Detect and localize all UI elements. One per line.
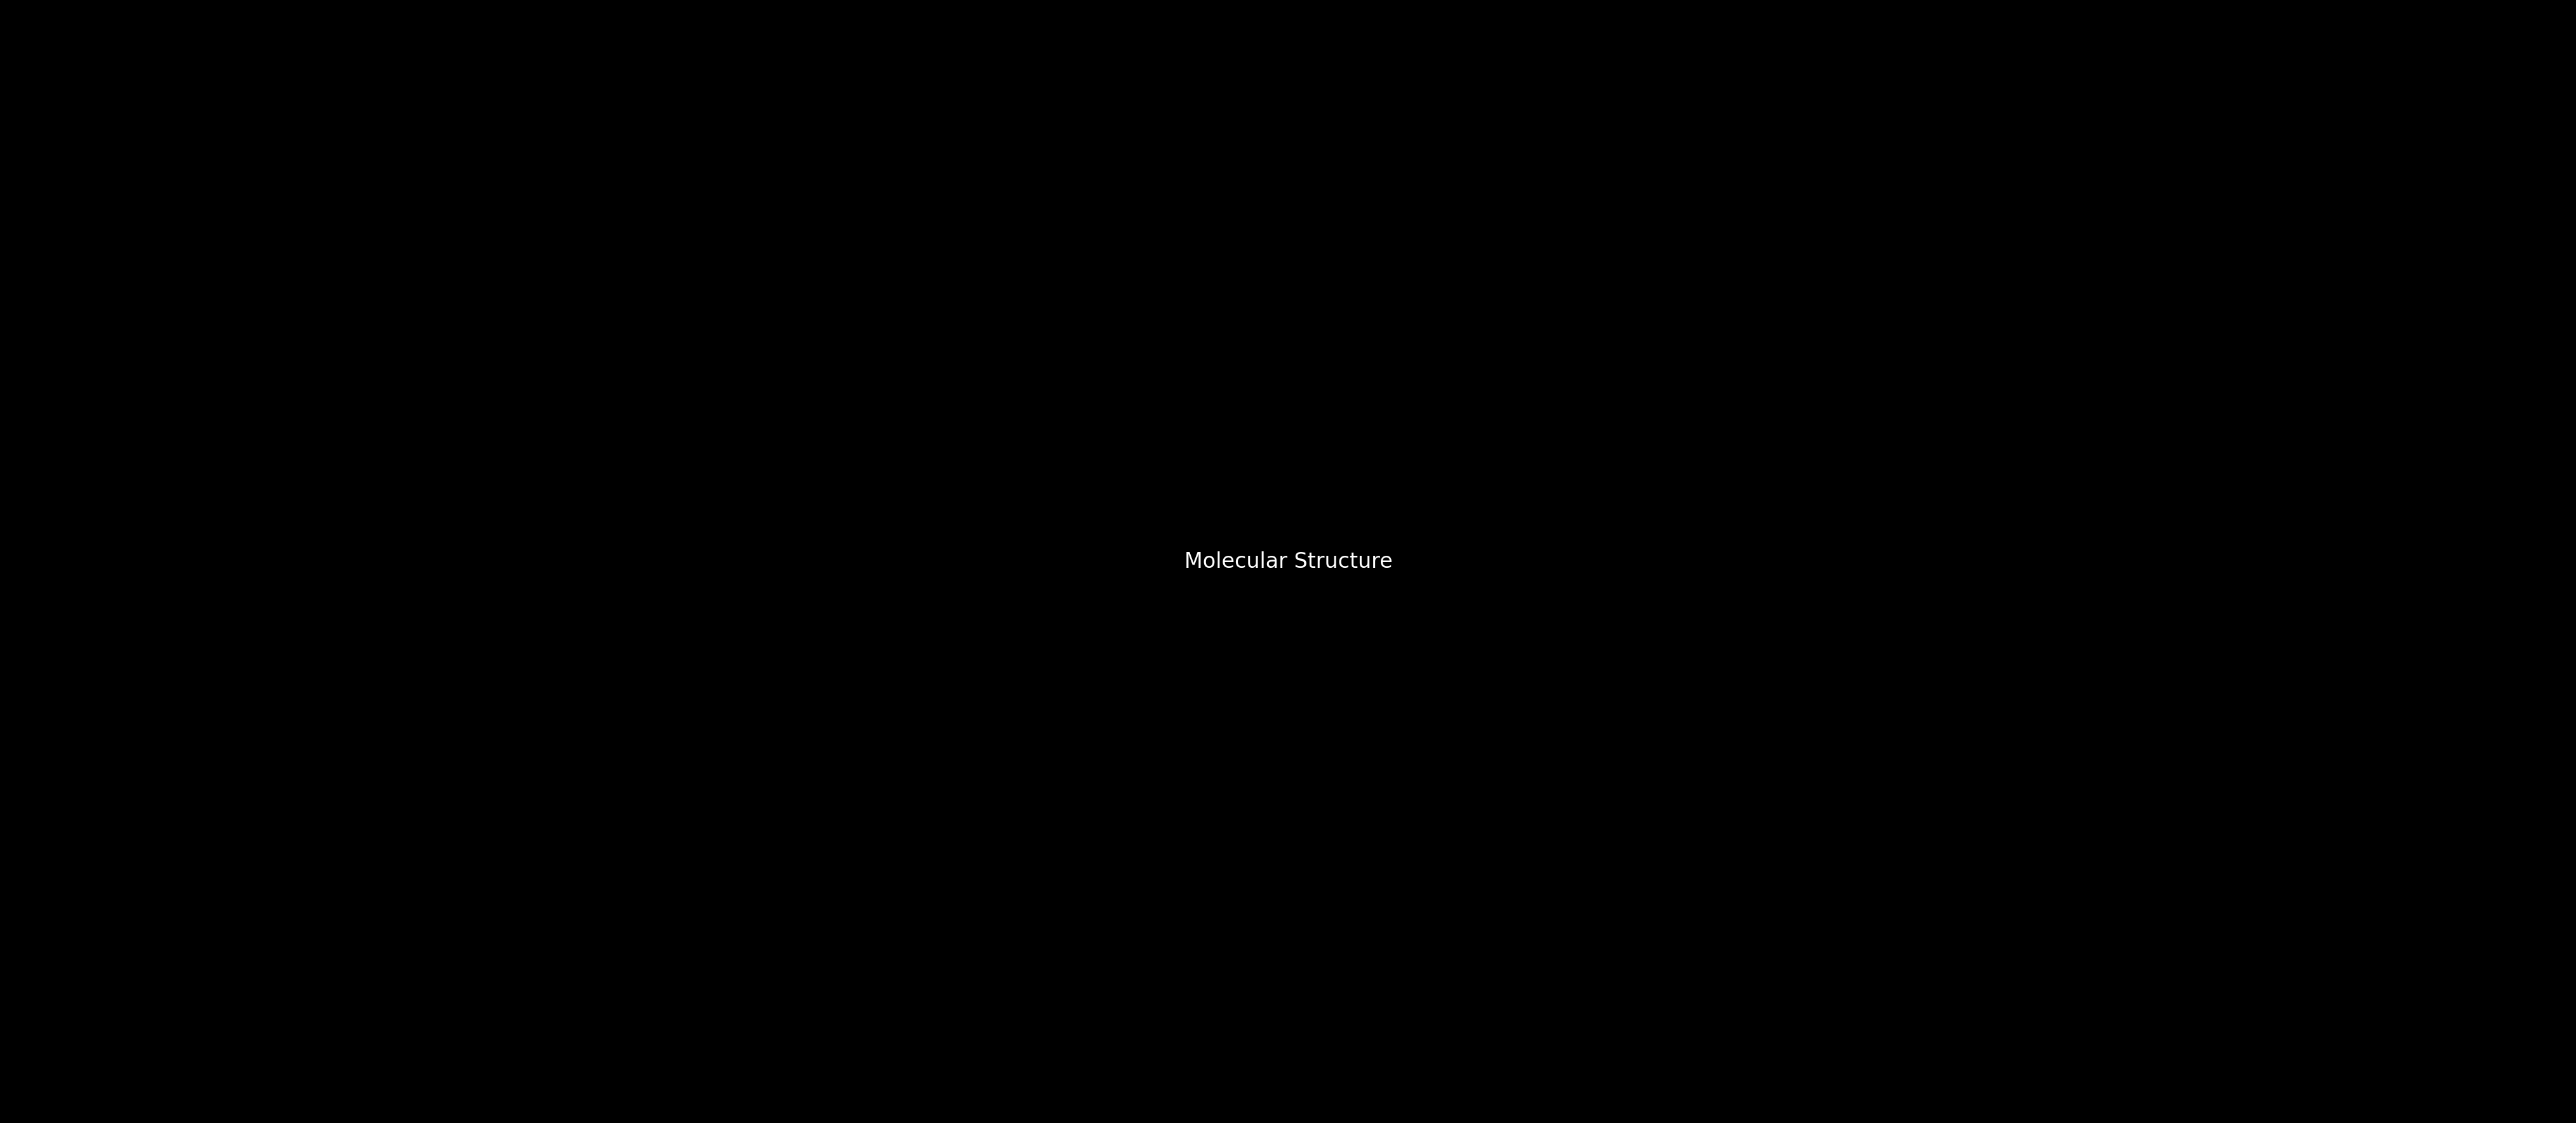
Text: Molecular Structure: Molecular Structure bbox=[1185, 551, 1391, 572]
